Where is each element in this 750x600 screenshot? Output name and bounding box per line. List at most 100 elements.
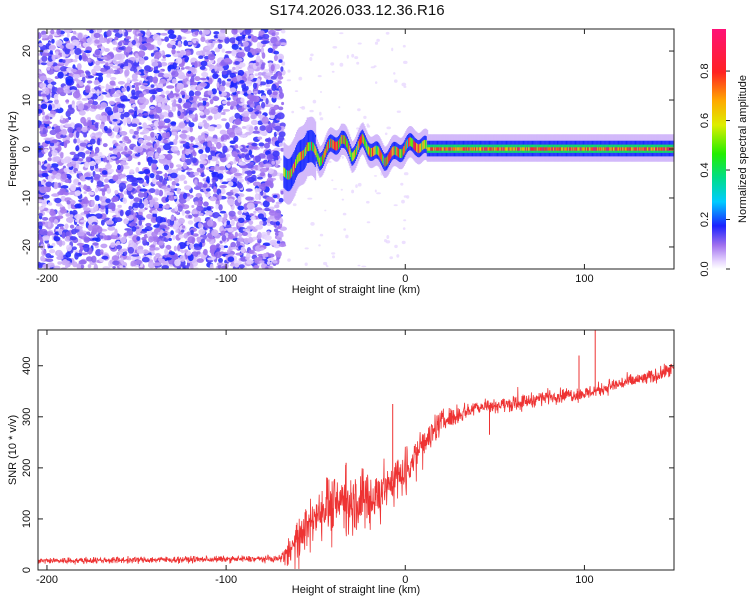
- spectrogram-cell: [261, 263, 266, 269]
- spectrogram-cell: [173, 195, 178, 200]
- spectrogram-cell: [46, 262, 55, 268]
- spectrogram-cell: [60, 152, 64, 159]
- spectrogram-cell: [138, 208, 146, 212]
- spectrogram-cell: [55, 51, 59, 55]
- spectrogram-cell: [269, 239, 278, 246]
- spectrogram-cell: [160, 103, 166, 110]
- spectrogram-cell: [245, 196, 254, 201]
- spectrogram-cell: [177, 110, 181, 117]
- spectrogram-cell: [71, 68, 77, 73]
- spectrogram-cell: [189, 113, 196, 119]
- spectrogram-cell: [94, 203, 99, 211]
- spectrogram-cell: [205, 188, 211, 192]
- spectrogram-cell: [234, 118, 242, 125]
- spectrogram-cell: [262, 253, 269, 258]
- spectrogram-cell: [53, 65, 60, 71]
- spectrogram-cell: [77, 182, 82, 185]
- spectrogram-cell: [167, 29, 175, 35]
- spectrogram-cell: [217, 265, 222, 269]
- spectrogram-cell: [120, 257, 124, 264]
- spectrogram-cell: [304, 262, 308, 266]
- spectrogram-cell: [133, 197, 141, 203]
- spectrogram-cell: [60, 115, 64, 121]
- spectrogram-cell: [148, 158, 152, 166]
- spectrogram-cell: [177, 105, 182, 109]
- spectrogram-cell: [278, 106, 284, 111]
- spectrogram-cell: [78, 110, 86, 116]
- spectrogram-cell: [100, 251, 104, 255]
- spectrogram-cell: [197, 182, 203, 187]
- spectrogram-cell: [52, 170, 58, 175]
- spectrogram-cell: [83, 133, 87, 138]
- spectrogram-cell: [84, 176, 93, 180]
- spectrogram-cell: [366, 123, 370, 127]
- spectrogram-cell: [40, 124, 45, 127]
- spectrogram-cell: [287, 69, 291, 73]
- spectrogram-cell: [223, 245, 228, 248]
- spectrogram-cell: [147, 151, 154, 157]
- spectrogram-cell: [136, 126, 140, 132]
- spectrogram-cell: [209, 99, 214, 105]
- spectrogram-cell: [184, 210, 191, 215]
- spectrogram-cell: [119, 248, 124, 255]
- spectrogram-cell: [221, 100, 228, 105]
- spectrogram-cell: [68, 132, 74, 138]
- spectrogram-cell: [39, 71, 43, 75]
- spectrogram-cell: [230, 246, 239, 250]
- spectrogram-cell: [309, 57, 313, 61]
- spectrogram-cell: [188, 214, 193, 219]
- spectrogram-cell: [132, 135, 136, 139]
- spectrogram-cell: [76, 63, 82, 71]
- spectrogram-cell: [58, 240, 63, 247]
- spectrogram-cell: [237, 237, 244, 242]
- spectrogram-cell: [273, 131, 277, 138]
- spectrogram-cell: [51, 54, 56, 61]
- spectrogram-cell: [180, 229, 185, 233]
- spectrogram-cell: [259, 125, 267, 131]
- spectrogram-cell: [42, 217, 49, 221]
- spectrogram-cell: [218, 166, 226, 171]
- spectrogram-cell: [156, 170, 163, 175]
- spectrogram-cell: [221, 48, 225, 53]
- spectrogram-cell: [175, 134, 179, 141]
- spectrogram-cell: [256, 104, 262, 111]
- spectrogram-cell: [248, 126, 254, 133]
- spectrogram-cell: [49, 210, 56, 216]
- spectrogram-cell: [246, 225, 255, 230]
- spectrogram-cell: [141, 82, 148, 86]
- spectrogram-cell: [176, 69, 183, 73]
- spectrogram-cell: [172, 62, 177, 70]
- spectrogram-cell: [228, 181, 234, 187]
- spectrogram-cell: [119, 58, 124, 64]
- spectrogram-cell: [47, 83, 53, 89]
- spectrogram-cell: [153, 70, 160, 74]
- spectrogram-cell: [138, 35, 143, 43]
- spectrogram-cell: [57, 261, 62, 265]
- spectrogram-cell: [234, 112, 241, 119]
- spectrogram-cell: [218, 258, 223, 263]
- spectrogram-cell: [182, 266, 186, 269]
- spectrogram-cell: [217, 173, 224, 180]
- spectrogram-cell: [86, 37, 94, 45]
- spectrogram-cell: [121, 98, 131, 102]
- spectrogram-cell: [393, 204, 398, 207]
- spectrogram-cell: [45, 88, 50, 96]
- spectrogram-cell: [259, 220, 264, 226]
- spectrogram-cell: [157, 83, 163, 89]
- spectrogram-cell: [76, 127, 83, 131]
- spectrogram-cell: [332, 188, 338, 190]
- spectrogram-cell: [126, 118, 132, 125]
- spectrogram-cell: [136, 249, 145, 254]
- spectrogram-cell: [47, 157, 52, 162]
- spectrogram-cell: [171, 131, 178, 136]
- spectrogram-cell: [189, 153, 193, 161]
- spectrogram-cell: [81, 76, 86, 84]
- spectrogram-cell: [104, 178, 110, 183]
- spectrogram-cell: [161, 185, 168, 190]
- spectrogram-cell: [366, 200, 370, 204]
- spectrogram-cell: [243, 237, 250, 245]
- spectrogram-cell: [238, 146, 243, 149]
- spectrogram-cell: [401, 240, 406, 245]
- spectrogram-cell: [155, 253, 161, 258]
- spectrogram-cell: [166, 85, 175, 89]
